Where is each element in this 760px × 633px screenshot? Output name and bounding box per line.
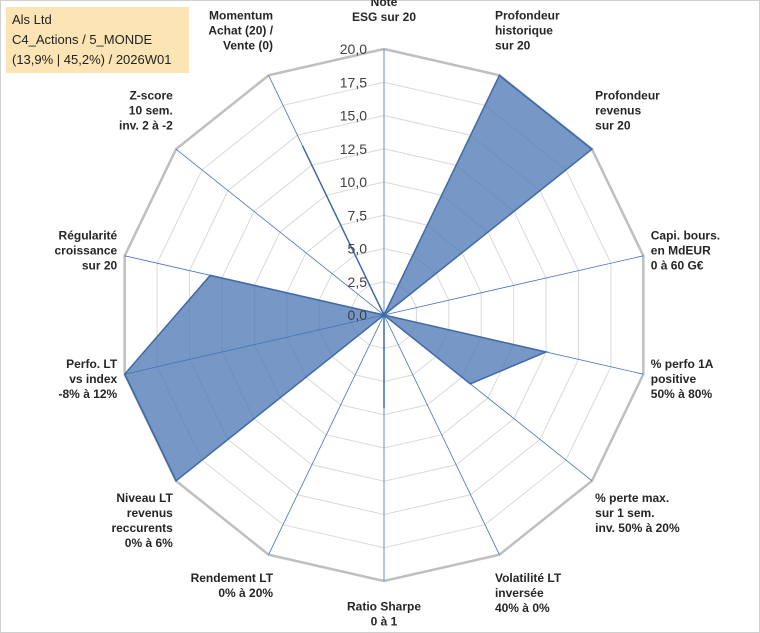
radar-spoke	[175, 148, 385, 316]
tick-label: 12,5	[340, 141, 367, 157]
axis-label-line: Rendement LT	[191, 571, 274, 585]
axis-label: Perfo. LT vs index -8% à 12%	[59, 357, 118, 401]
axis-label: % perte max. sur 1 sem. inv. 50% à 20%	[595, 491, 680, 535]
axis-label-line: Capi. bours.	[651, 229, 720, 243]
axis-label: % perfo 1A positive 50% à 80%	[651, 357, 714, 401]
axis-label-line: croissance	[55, 244, 118, 258]
axis-label: Profondeur historique sur 20	[495, 9, 560, 53]
axis-label-line: 0 à 60 G€	[651, 259, 704, 273]
axis-label-line: revenus	[595, 103, 641, 117]
tick-label: 2,5	[348, 274, 368, 290]
tick-label: 0,0	[348, 307, 368, 323]
axis-label-line: inv. 2 à -2	[119, 118, 173, 132]
radar-spoke	[383, 314, 500, 555]
axis-label-line: Achat (20) /	[208, 24, 273, 38]
axis-label-line: Z-score	[129, 88, 173, 102]
axis-label-line: ESG sur 20	[352, 10, 416, 24]
radar-axis-labels: Note ESG sur 20 Profondeur historique sur 20…	[55, 0, 721, 629]
axis-label-line: Profondeur	[495, 9, 560, 23]
axis-label-line: 50% à 80%	[651, 387, 713, 401]
axis-label-line: historique	[495, 24, 553, 38]
axis-label: Z-score 10 sem. inv. 2 à -2	[119, 88, 173, 132]
axis-label-line: -8% à 12%	[59, 387, 118, 401]
axis-label: Niveau LT revenus reccurents 0% à 6%	[111, 491, 173, 550]
tick-label: 7,5	[348, 207, 368, 223]
radar-spoke	[383, 255, 644, 316]
axis-label-line: Niveau LT	[116, 491, 173, 505]
tick-label: 10,0	[340, 174, 367, 190]
axis-label-line: Perfo. LT	[66, 357, 118, 371]
axis-label-line: inv. 50% à 20%	[595, 521, 680, 535]
axis-label-line: revenus	[127, 506, 173, 520]
axis-label-line: 0% à 20%	[218, 586, 273, 600]
axis-label: Profondeur revenus sur 20	[595, 88, 660, 132]
tick-label: 15,0	[340, 108, 367, 124]
axis-label-line: % perte max.	[595, 491, 669, 505]
axis-label-line: inversée	[495, 586, 544, 600]
radar-series	[123, 74, 594, 483]
axis-label-line: Régularité	[59, 229, 118, 243]
tick-label: 17,5	[340, 74, 367, 90]
axis-label-line: 0 à 1	[371, 615, 398, 629]
tick-label: 20,0	[340, 41, 367, 57]
axis-label-line: sur 20	[82, 259, 118, 273]
axis-label-line: Profondeur	[595, 88, 660, 102]
axis-label-line: 10 sem.	[129, 103, 173, 117]
series-area	[123, 74, 594, 483]
axis-label-line: en MdEUR	[651, 244, 711, 258]
portfolio-label: C4_Actions / 5_MONDE	[12, 32, 153, 47]
axis-label: Capi. bours. en MdEUR 0 à 60 G€	[651, 229, 720, 273]
axis-label-line: Ratio Sharpe	[347, 600, 421, 614]
radar-spoke	[268, 314, 385, 555]
axis-label-line: positive	[651, 372, 697, 386]
axis-label: Ratio Sharpe 0 à 1	[347, 600, 421, 629]
axis-label: Volatilité LT inversée 40% à 0%	[495, 571, 562, 615]
axis-label: Note ESG sur 20	[352, 0, 416, 24]
axis-label-line: sur 20	[595, 118, 631, 132]
axis-label: Régularité croissance sur 20	[55, 229, 118, 273]
axis-label-line: sur 1 sem.	[595, 506, 654, 520]
tick-label: 5,0	[348, 241, 368, 257]
axis-label-line: Volatilité LT	[495, 571, 562, 585]
axis-label-line: sur 20	[495, 39, 531, 53]
axis-label: Momentum Achat (20) / Vente (0)	[208, 9, 273, 53]
axis-label-line: 40% à 0%	[495, 601, 550, 615]
company-name: Als Ltd	[12, 12, 52, 27]
axis-label-line: Momentum	[209, 9, 273, 23]
axis-label-line: reccurents	[111, 521, 173, 535]
axis-label-line: Vente (0)	[223, 39, 273, 53]
axis-label-line: vs index	[69, 372, 117, 386]
radar-tick-labels: 0,0 2,5 5,0 7,5 10,0 12,5 15,0 17,5 20,0	[340, 41, 367, 323]
axis-label-line: % perfo 1A	[651, 357, 714, 371]
chart-title-box: Als Ltd C4_Actions / 5_MONDE (13,9% | 45…	[6, 7, 189, 73]
axis-label-line: Note	[371, 0, 398, 9]
performance-summary: (13,9% | 45,2%) / 2026W01	[12, 52, 172, 67]
axis-label-line: 0% à 6%	[125, 536, 173, 550]
axis-label: Rendement LT 0% à 20%	[191, 571, 274, 600]
